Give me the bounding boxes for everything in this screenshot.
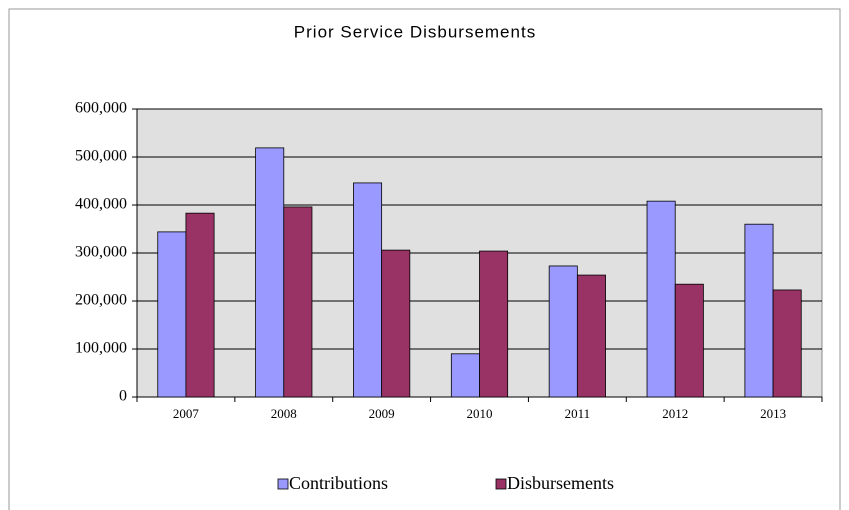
chart-frame: [8, 8, 841, 510]
legend-label: Contributions: [289, 473, 388, 493]
x-tick-label: 2009: [369, 406, 395, 421]
y-tick-label: 600,000: [75, 100, 127, 117]
bar: [185, 212, 215, 398]
bar: [283, 206, 313, 398]
bar: [744, 223, 774, 398]
y-tick-label: 200,000: [75, 292, 127, 309]
legend-swatch: [277, 478, 289, 490]
bar: [548, 265, 578, 398]
bar: [353, 182, 383, 398]
y-tick-label: 500,000: [75, 148, 127, 165]
y-tick-label: 400,000: [75, 196, 127, 213]
x-tick-label: 2010: [467, 406, 493, 421]
y-tick-label: 300,000: [75, 244, 127, 261]
bar: [646, 200, 676, 398]
legend-label: Disbursements: [507, 473, 614, 493]
x-tick-label: 2012: [662, 406, 688, 421]
y-tick-label: 0: [119, 388, 127, 405]
x-tick-label: 2013: [760, 406, 786, 421]
bar: [772, 289, 802, 398]
bar: [450, 353, 480, 398]
chart-title: Prior Service Disbursements: [294, 22, 536, 41]
x-tick-label: 2007: [173, 406, 200, 421]
bar: [157, 231, 187, 398]
y-tick-label: 100,000: [75, 340, 127, 357]
bar: [381, 249, 411, 398]
bar: [674, 283, 704, 398]
legend-swatch: [495, 478, 507, 490]
x-tick-label: 2011: [565, 406, 591, 421]
bar: [479, 250, 509, 398]
bar: [255, 147, 285, 398]
x-tick-label: 2008: [271, 406, 297, 421]
bar: [576, 274, 606, 398]
